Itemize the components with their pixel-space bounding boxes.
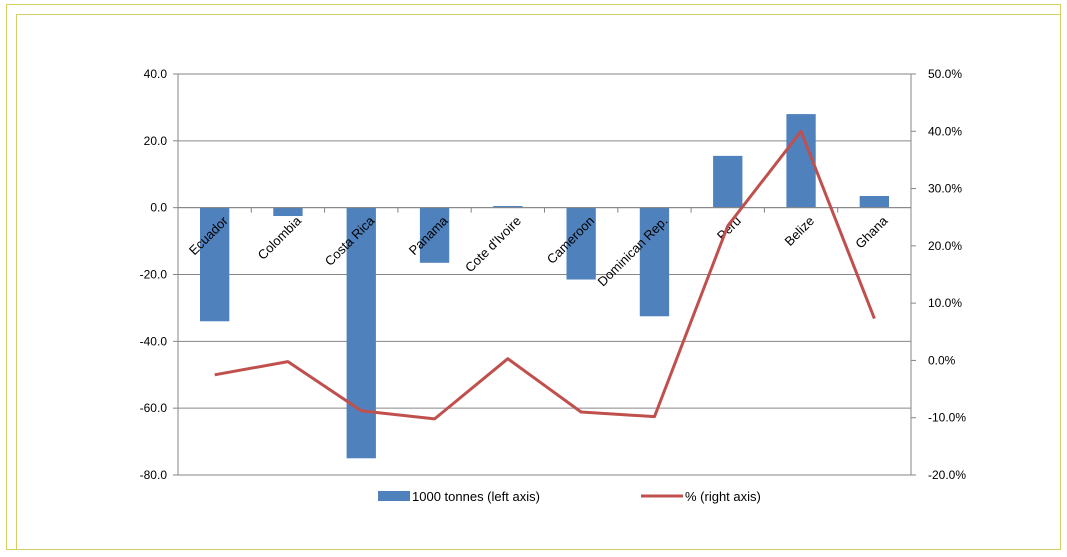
legend-swatch-bar bbox=[378, 491, 410, 501]
category-label: Ghana bbox=[852, 213, 891, 252]
bar bbox=[493, 205, 523, 208]
left-axis-tick-label: -20.0 bbox=[140, 268, 168, 282]
left-axis-tick-label: 40.0 bbox=[144, 67, 168, 81]
bar bbox=[859, 195, 890, 208]
left-axis-tick-label: -40.0 bbox=[140, 334, 168, 348]
right-axis-tick-label: -10.0% bbox=[928, 411, 966, 425]
left-axis-tick-label: 0.0 bbox=[150, 201, 167, 215]
right-axis-tick-label: 0.0% bbox=[928, 353, 956, 367]
legend-label-bar: 1000 tonnes (left axis) bbox=[412, 489, 540, 504]
right-axis-tick-label: 20.0% bbox=[928, 239, 962, 253]
bar bbox=[566, 207, 596, 280]
chart-frame bbox=[6, 4, 1061, 550]
right-axis-tick-label: 40.0% bbox=[928, 124, 962, 138]
chart-frame-inner bbox=[16, 14, 1060, 549]
category-label: Peru bbox=[714, 213, 744, 243]
legend-label-line: % (right axis) bbox=[685, 489, 761, 504]
category-label: Colombia bbox=[255, 213, 305, 263]
bar bbox=[199, 207, 230, 322]
left-axis-tick-label: -80.0 bbox=[140, 468, 168, 482]
bar bbox=[786, 114, 816, 208]
line-series bbox=[214, 129, 876, 421]
right-axis-tick-label: 10.0% bbox=[928, 296, 962, 310]
right-axis-tick-label: -20.0% bbox=[928, 468, 966, 482]
right-axis-tick-label: 50.0% bbox=[928, 67, 962, 81]
bar bbox=[419, 207, 450, 263]
bar bbox=[273, 207, 303, 217]
left-axis-tick-label: -60.0 bbox=[140, 401, 168, 415]
bar bbox=[346, 207, 376, 459]
bar bbox=[639, 207, 670, 317]
left-axis-tick-label: 20.0 bbox=[144, 134, 168, 148]
right-axis-tick-label: 30.0% bbox=[928, 182, 962, 196]
bar bbox=[713, 155, 743, 208]
category-label: Belize bbox=[782, 213, 818, 249]
category-label: Cote d'Ivoire bbox=[462, 213, 524, 275]
